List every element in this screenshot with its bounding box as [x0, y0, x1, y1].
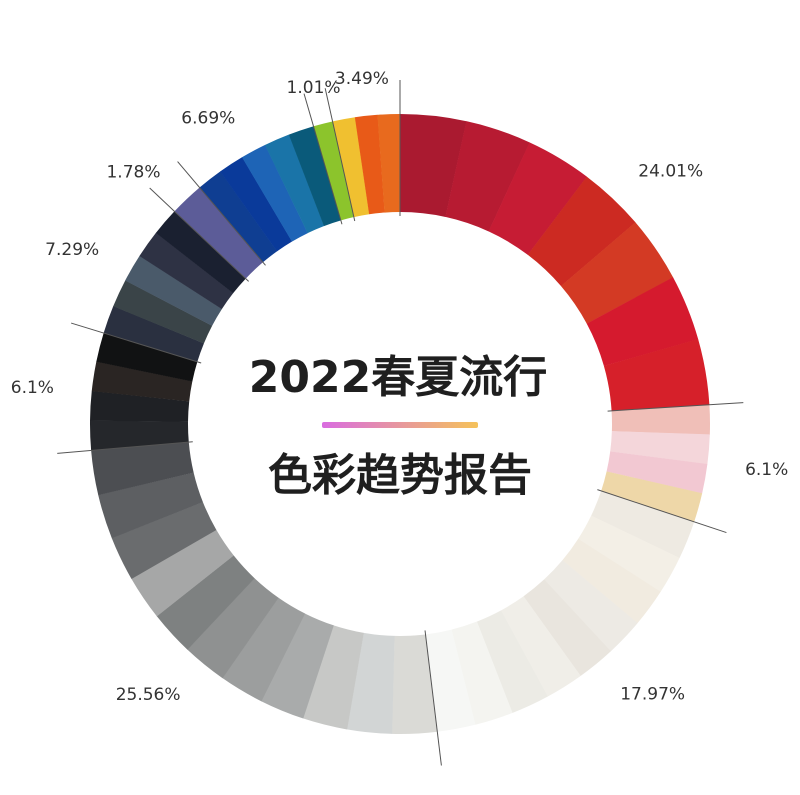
slice-label-3: 25.56%: [116, 685, 181, 705]
slice-0-band-2: [488, 142, 587, 255]
slice-2-band-1: [578, 515, 680, 593]
slice-0-band-5: [586, 277, 699, 367]
slice-8-band-0: [313, 121, 355, 221]
slice-3-band-4: [222, 597, 306, 702]
slice-labels: 24.01% 6.1% 17.97% 25.56% 6.1% 7.29% 1.78% 6.69…: [11, 69, 789, 705]
slice-2-band-0: [591, 490, 695, 559]
slice-0-band-3: [527, 176, 636, 287]
slice-5-band-3: [139, 232, 234, 310]
slice-1-band-2: [606, 451, 708, 494]
leader-line-2: [597, 489, 727, 534]
slice-3-band-6: [156, 555, 255, 650]
slice-2-band-2: [562, 538, 661, 624]
slice-9-band-0: [332, 117, 370, 218]
slice-3-band-1: [346, 632, 395, 734]
slice-6-band-0: [174, 187, 264, 279]
title-line-1: 2022春夏流行: [249, 352, 547, 403]
slice-9-band-2: [377, 114, 401, 213]
slice-3-band-5: [187, 578, 279, 679]
slice-1-band-3: [601, 471, 703, 523]
leader-line-7: [177, 161, 266, 266]
slice-4-band-0: [90, 420, 189, 451]
slice-1-band-1: [610, 431, 710, 465]
slice-7-band-3: [264, 134, 325, 234]
slice-4-band-3: [96, 332, 198, 382]
slice-9-band-1: [354, 114, 385, 215]
slice-2-band-3: [544, 560, 638, 652]
leader-lines: [57, 80, 744, 766]
slice-2-band-4: [523, 579, 611, 677]
leader-line-6: [149, 187, 249, 282]
slice-0-band-4: [560, 222, 674, 324]
slice-5-band-2: [125, 255, 222, 326]
slice-2-band-8: [425, 629, 476, 732]
slice-1-band-0: [611, 404, 710, 435]
slice-7-band-4: [288, 126, 342, 227]
slice-0-band-6: [603, 339, 710, 412]
slice-3-band-2: [303, 625, 364, 730]
leader-line-1: [607, 402, 744, 412]
leader-line-5: [70, 322, 202, 364]
slice-4-band-2: [91, 361, 193, 402]
leader-line-8: [303, 93, 343, 225]
slice-2-band-6: [476, 610, 548, 713]
slice-3-band-0: [391, 634, 438, 734]
leader-line-4: [57, 441, 193, 454]
donut-slices: [90, 114, 710, 734]
slice-label-9: 3.49%: [335, 69, 389, 89]
slice-label-0: 24.01%: [638, 161, 703, 181]
slice-5-band-4: [155, 211, 246, 294]
slice-3-band-7: [131, 529, 234, 617]
slice-7-band-2: [241, 144, 308, 242]
slice-label-5: 7.29%: [45, 240, 99, 260]
leader-line-9: [324, 88, 356, 222]
slice-label-2: 17.97%: [620, 684, 685, 704]
slice-5-band-1: [113, 280, 213, 344]
slice-2-band-7: [451, 621, 513, 725]
title-line-2: 色彩趋势报告: [268, 450, 532, 501]
slice-7-band-0: [199, 171, 278, 263]
slice-label-8: 1.01%: [287, 78, 341, 98]
slice-5-band-0: [103, 306, 204, 362]
slice-3-band-10: [91, 441, 194, 496]
title-divider: [322, 422, 478, 428]
slice-0-band-1: [445, 121, 530, 232]
leader-line-3: [424, 630, 442, 766]
slice-3-band-3: [261, 613, 334, 719]
slice-4-band-1: [90, 390, 190, 422]
slice-7-band-1: [220, 157, 293, 252]
slice-3-band-8: [111, 501, 217, 579]
slice-0-band-0: [400, 114, 467, 217]
slice-label-6: 1.78%: [106, 163, 160, 183]
slice-label-1: 6.1%: [745, 460, 788, 480]
slice-label-7: 6.69%: [181, 108, 235, 128]
slice-2-band-5: [500, 596, 581, 697]
slice-label-4: 6.1%: [11, 378, 54, 398]
